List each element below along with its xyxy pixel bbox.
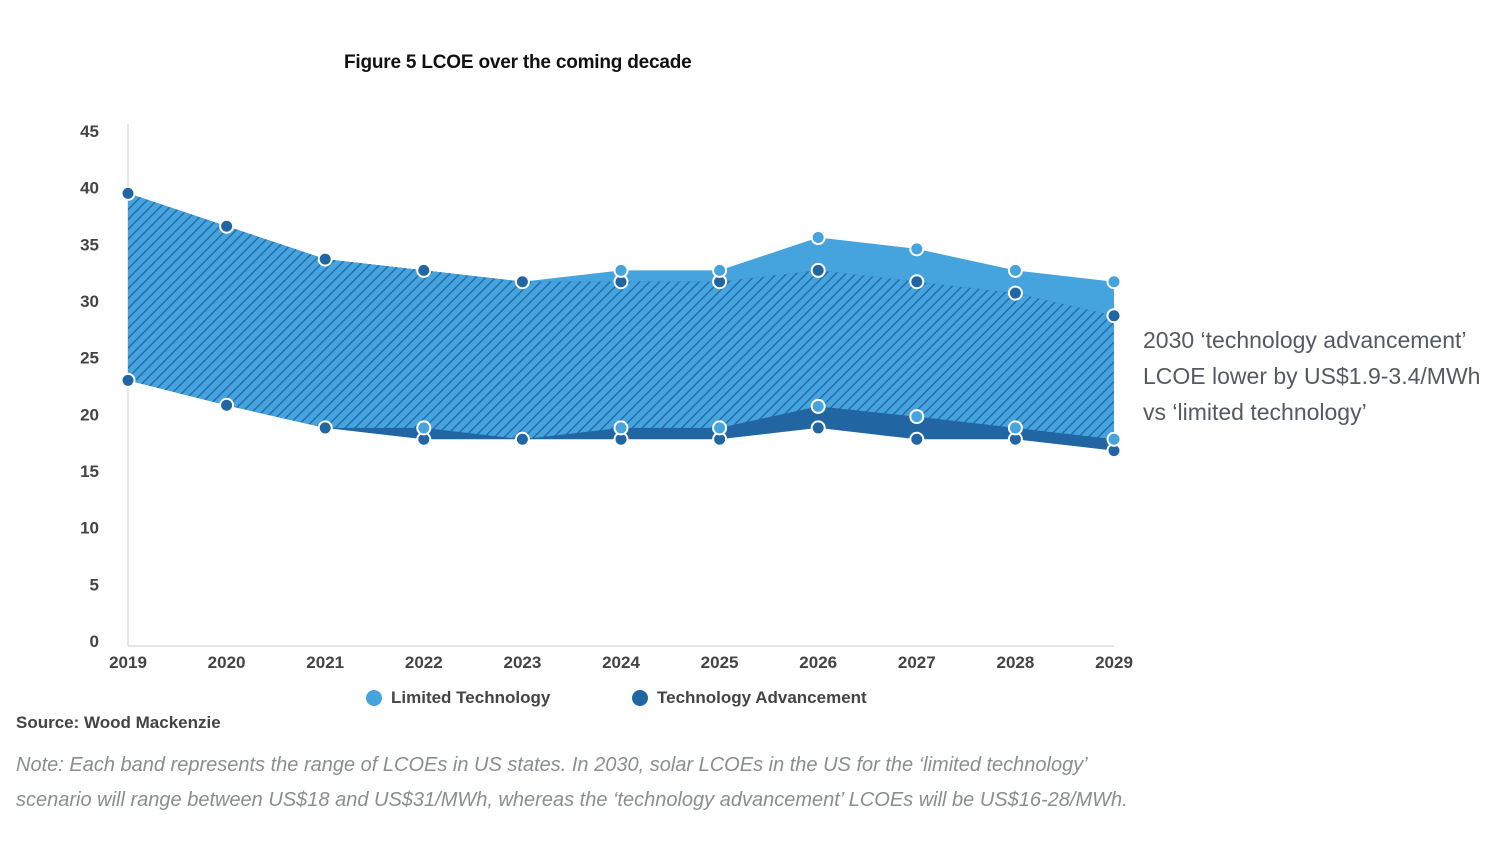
x-tick-label: 2028 [996, 653, 1034, 672]
point-advancement-low [514, 431, 530, 447]
point-advancement-high [120, 185, 136, 201]
point-advancement-low [909, 431, 925, 447]
x-tick-label: 2022 [405, 653, 443, 672]
annotation-line: 2030 ‘technology advancement’ [1143, 327, 1467, 353]
legend-item-advancement: Technology Advancement [632, 688, 867, 708]
point-limited-high [810, 230, 826, 246]
x-tick-label: 2024 [602, 653, 640, 672]
legend-swatch-advancement [632, 690, 648, 706]
y-tick-label: 15 [80, 462, 99, 481]
point-limited-high [909, 241, 925, 257]
point-limited-low [416, 420, 432, 436]
point-advancement-low [120, 372, 136, 388]
point-advancement-high [514, 274, 530, 290]
y-tick-label: 0 [90, 632, 99, 651]
legend-label-advancement: Technology Advancement [657, 688, 867, 707]
y-tick-label: 40 [80, 179, 99, 198]
footnote-line: scenario will range between US$18 and US… [16, 789, 1128, 811]
y-tick-label: 35 [80, 235, 99, 254]
point-limited-high [613, 262, 629, 278]
y-tick-label: 25 [80, 349, 99, 368]
legend-label-limited: Limited Technology [391, 688, 551, 707]
point-advancement-low [317, 420, 333, 436]
x-tick-label: 2025 [701, 653, 739, 672]
x-tick-label: 2023 [503, 653, 541, 672]
points [120, 185, 1122, 459]
annotation-line: vs ‘limited technology’ [1143, 399, 1367, 425]
footnote: Note: Each band represents the range of … [16, 748, 1216, 818]
point-limited-low [712, 420, 728, 436]
point-advancement-high [1106, 308, 1122, 324]
point-limited-low [909, 409, 925, 425]
point-advancement-low [219, 397, 235, 413]
annotation-line: LCOE lower by US$1.9-3.4/MWh [1143, 363, 1481, 389]
point-advancement-high [1007, 285, 1023, 301]
source-text: Source: Wood Mackenzie [16, 713, 221, 732]
x-tick-label: 2020 [208, 653, 246, 672]
point-limited-low [810, 398, 826, 414]
footnote-line: Note: Each band represents the range of … [16, 754, 1088, 776]
point-advancement-high [810, 262, 826, 278]
y-tick-label: 10 [80, 519, 99, 538]
bands [128, 193, 1114, 451]
point-limited-high [1106, 274, 1122, 290]
y-tick-label: 30 [80, 292, 99, 311]
x-tick-label: 2029 [1095, 653, 1133, 672]
figure-title: Figure 5 LCOE over the coming decade [344, 52, 692, 73]
y-tick-label: 20 [80, 405, 99, 424]
point-advancement-low [810, 420, 826, 436]
y-tick-label: 45 [80, 122, 99, 141]
y-tick-label: 5 [90, 575, 99, 594]
x-tick-label: 2027 [898, 653, 936, 672]
point-limited-low [1106, 431, 1122, 447]
point-advancement-high [416, 262, 432, 278]
x-tick-label: 2021 [306, 653, 344, 672]
point-limited-high [1007, 262, 1023, 278]
point-limited-high [712, 262, 728, 278]
legend-item-limited: Limited Technology [366, 688, 550, 708]
point-advancement-high [317, 251, 333, 267]
chart-annotation: 2030 ‘technology advancement’ LCOE lower… [1143, 322, 1503, 430]
point-limited-low [1007, 420, 1023, 436]
x-tick-label: 2026 [799, 653, 837, 672]
point-advancement-high [909, 274, 925, 290]
point-advancement-high [219, 218, 235, 234]
band-overlap [128, 193, 1114, 440]
x-tick-label: 2019 [109, 653, 147, 672]
legend-swatch-limited [366, 690, 382, 706]
point-limited-low [613, 420, 629, 436]
